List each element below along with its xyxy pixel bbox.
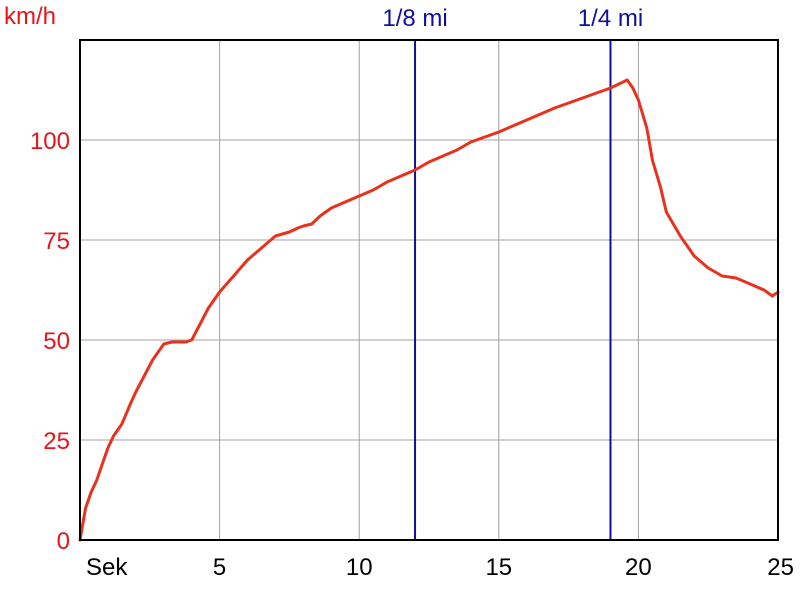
plot-frame: [79, 39, 779, 541]
x-axis-label: Sek: [86, 554, 128, 581]
x-tick-label: 20: [625, 554, 652, 581]
y-tick-label: 75: [43, 228, 70, 255]
x-tick-label: 10: [346, 554, 373, 581]
y-tick-label: 25: [43, 428, 70, 455]
distance-markers: 1/8 mi 1/4 mi: [382, 5, 643, 540]
x-tick-label: 25: [767, 554, 794, 581]
x-tick-label: 15: [485, 554, 512, 581]
y-tick-labels: 0 25 50 75 100: [30, 128, 70, 555]
y-tick-label: 50: [43, 328, 70, 355]
distance-marker-label: 1/8 mi: [382, 5, 447, 32]
y-tick-label: 100: [30, 128, 70, 155]
y-axis-label: km/h: [4, 3, 56, 30]
y-tick-label: 0: [57, 528, 70, 555]
speed-series-line: [78, 78, 780, 542]
grid: [80, 40, 778, 540]
distance-marker-label: 1/4 mi: [578, 5, 643, 32]
x-tick-labels: 5 10 15 20 25: [213, 554, 794, 581]
x-tick-label: 5: [213, 554, 226, 581]
